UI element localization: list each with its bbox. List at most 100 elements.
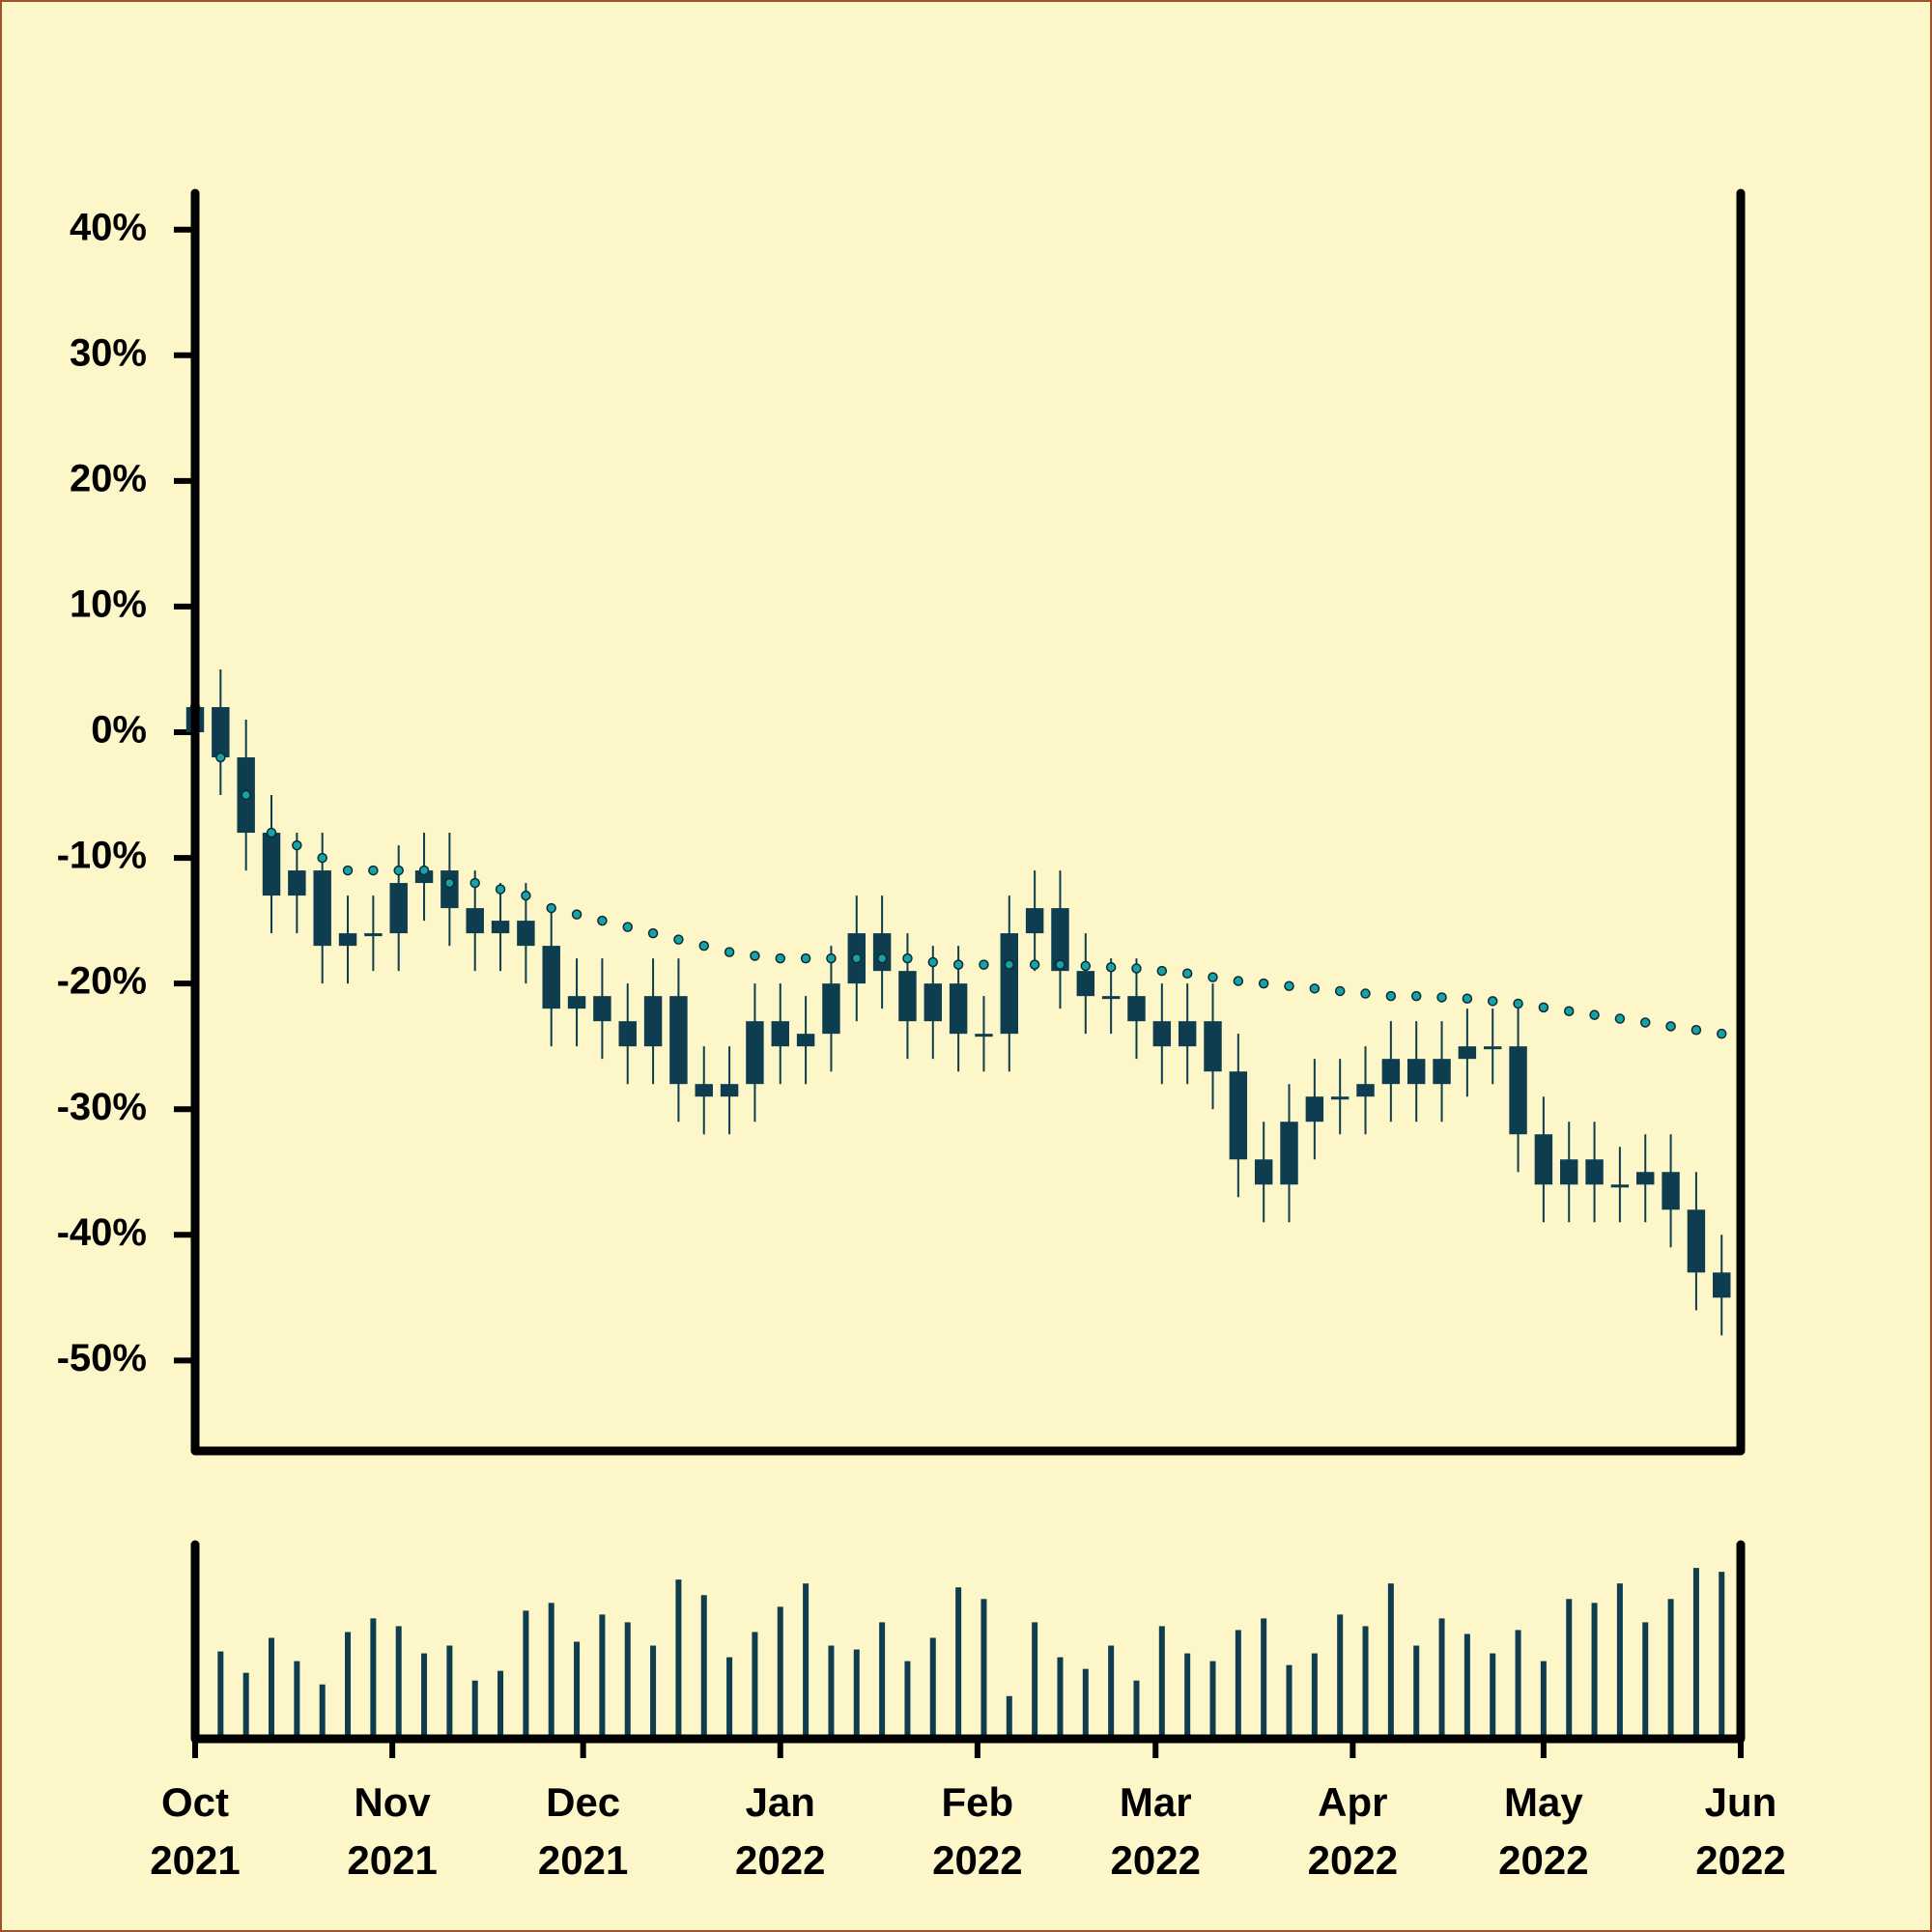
volume-bar <box>650 1645 657 1739</box>
moving-average-point <box>1436 992 1447 1003</box>
moving-average-point <box>750 951 760 961</box>
x-tick-label: Oct 2021 <box>150 1779 241 1883</box>
volume-bar <box>1209 1661 1216 1739</box>
moving-average-point <box>1563 1006 1575 1017</box>
candle-body <box>1687 1209 1706 1273</box>
moving-average-point <box>826 952 837 964</box>
moving-average-point <box>1233 976 1244 986</box>
x-tick-label: Nov 2021 <box>347 1779 438 1883</box>
volume-bar <box>752 1632 758 1739</box>
y-tick-label: 20% <box>70 457 147 499</box>
volume-bar <box>1158 1626 1165 1739</box>
volume-bar <box>242 1672 249 1739</box>
candle-body <box>1713 1272 1731 1298</box>
moving-average-point <box>1131 963 1142 974</box>
volume-bar <box>1719 1572 1725 1739</box>
volume-bar <box>345 1632 352 1739</box>
moving-average-point <box>241 789 251 801</box>
volume-bar <box>395 1626 402 1739</box>
candle-body <box>313 870 331 947</box>
volume-bar <box>523 1610 529 1739</box>
volume-bar <box>1108 1645 1115 1739</box>
moving-average-point <box>495 884 506 895</box>
candle-body <box>1254 1159 1273 1185</box>
moving-average-point <box>1410 990 1422 1002</box>
candle-body <box>1280 1122 1298 1185</box>
y-tick-label: -10% <box>57 835 147 877</box>
candle-body <box>517 921 535 947</box>
moving-average-point <box>927 956 939 968</box>
volume-bar <box>1515 1630 1521 1739</box>
volume-bar <box>1490 1653 1496 1739</box>
moving-average-point <box>1156 965 1168 977</box>
candle-body <box>1229 1071 1248 1160</box>
volume-frame <box>190 1540 1746 1744</box>
candle-body <box>872 933 892 972</box>
moving-average-point <box>1614 1013 1626 1024</box>
moving-average-point <box>1004 959 1015 970</box>
moving-average-point <box>800 952 811 964</box>
candle-body <box>288 870 306 896</box>
candle-body <box>1178 1021 1197 1047</box>
moving-average-point <box>979 959 989 970</box>
moving-average-point <box>1181 968 1193 979</box>
candle-body <box>414 870 434 884</box>
x-tick-label: Jun 2022 <box>1695 1779 1786 1883</box>
moving-average-point <box>418 865 430 876</box>
candle-body <box>212 706 230 758</box>
moving-average-point <box>1208 972 1218 982</box>
moving-average-point <box>1334 985 1346 997</box>
moving-average-point <box>1487 996 1498 1007</box>
moving-average-point <box>1360 988 1371 999</box>
volume-bar <box>294 1661 300 1739</box>
candle-body <box>975 1034 993 1037</box>
volume-bar <box>1463 1634 1470 1739</box>
moving-average-point <box>775 952 786 964</box>
y-tick-label: 10% <box>70 582 147 625</box>
moving-average-point <box>1055 959 1065 970</box>
candle-body <box>1000 933 1019 1035</box>
volume-bar <box>1057 1657 1064 1739</box>
volume-bar <box>1261 1618 1267 1739</box>
volume-bar <box>1362 1626 1369 1739</box>
volume-bar <box>1642 1622 1649 1739</box>
candle-body <box>1610 1184 1630 1188</box>
candle-body <box>643 996 663 1047</box>
moving-average-point <box>342 865 354 876</box>
volume-bar <box>1413 1645 1420 1739</box>
candle-body <box>771 1021 789 1047</box>
candle-body <box>1458 1046 1477 1060</box>
y-tick-label: -20% <box>57 960 147 1003</box>
candle-body <box>1483 1046 1502 1050</box>
volume-bar <box>1540 1661 1547 1739</box>
volume-bar <box>828 1645 835 1739</box>
y-tick-label: 0% <box>91 709 147 752</box>
volume-bar <box>370 1618 377 1739</box>
x-tick-label: Feb 2022 <box>932 1779 1023 1883</box>
candle-body <box>822 983 840 1035</box>
volume-bar <box>1667 1599 1674 1739</box>
volume-bar <box>853 1649 860 1739</box>
volume-bar <box>269 1637 275 1739</box>
x-tick-label: Apr 2022 <box>1307 1779 1399 1883</box>
candle-body <box>1330 1096 1350 1100</box>
moving-average-point <box>1080 960 1092 972</box>
moving-average-point <box>1665 1021 1676 1032</box>
volume-bar <box>1337 1614 1344 1739</box>
moving-average-point <box>571 909 582 920</box>
volume-bar <box>497 1670 504 1739</box>
candle-body <box>1152 1021 1172 1047</box>
candle-body <box>466 908 484 934</box>
volume-bar <box>624 1622 631 1739</box>
moving-average-point <box>1690 1025 1702 1036</box>
volume-bar <box>1006 1695 1012 1739</box>
x-tick-label: Dec 2021 <box>537 1779 629 1883</box>
volume-bar <box>1692 1568 1699 1739</box>
candle-body <box>1076 971 1095 997</box>
volume-bar <box>1616 1583 1623 1739</box>
moving-average-point <box>902 952 913 964</box>
moving-average-point <box>673 934 684 945</box>
moving-average-point <box>1105 961 1117 973</box>
